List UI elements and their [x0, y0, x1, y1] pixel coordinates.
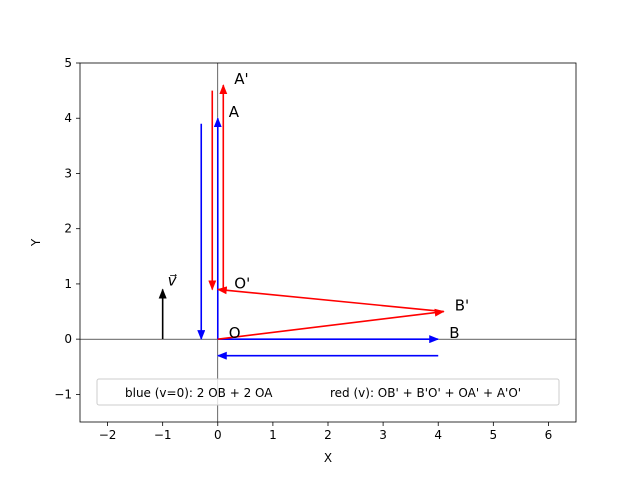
- y-tick-label: 5: [64, 56, 72, 70]
- velocity-label: v⃗: [168, 271, 178, 289]
- y-tick-label: 0: [64, 332, 72, 346]
- x-tick-label: 5: [490, 428, 498, 442]
- x-tick-label: 6: [545, 428, 553, 442]
- x-tick-label: 1: [269, 428, 277, 442]
- x-axis-label: X: [324, 451, 332, 465]
- legend-entry-blue: blue (v=0): 2 OB + 2 OA: [125, 386, 273, 400]
- legend: blue (v=0): 2 OB + 2 OA red (v): OB' + B…: [96, 378, 560, 406]
- x-tick-label: 0: [214, 428, 222, 442]
- arrow-layer: [158, 84, 445, 360]
- y-tick-label: 1: [64, 277, 72, 291]
- y-tick-label: 4: [64, 111, 72, 125]
- y-tick-label: −1: [54, 387, 72, 401]
- y-tick-label: 2: [64, 222, 72, 236]
- x-tick-label: 2: [324, 428, 332, 442]
- x-tick-label: −2: [99, 428, 117, 442]
- point-label: A: [229, 103, 240, 121]
- legend-box: [96, 378, 560, 406]
- x-tick-label: −1: [154, 428, 172, 442]
- x-tick-label: 4: [434, 428, 442, 442]
- point-labels: O A B O' A' B' v⃗: [168, 70, 469, 342]
- legend-entry-red: red (v): OB' + B'O' + OA' + A'O': [330, 386, 521, 400]
- red-vector-arrow: [217, 308, 445, 340]
- y-axis-label: Y: [29, 238, 43, 247]
- point-label: B': [455, 297, 469, 315]
- point-label: A': [234, 70, 248, 88]
- axes-frame: [79, 62, 577, 423]
- point-label: O: [229, 324, 241, 342]
- red-vector-arrow: [216, 286, 444, 313]
- y-tick-label: 3: [64, 166, 72, 180]
- ticks: −2 −1 0 1 2 3 4 5 6 −1 0 1 2 3 4 5: [54, 56, 552, 442]
- point-label: B: [449, 324, 459, 342]
- point-label: O': [234, 274, 250, 292]
- zero-lines: [80, 63, 576, 422]
- x-tick-label: 3: [379, 428, 387, 442]
